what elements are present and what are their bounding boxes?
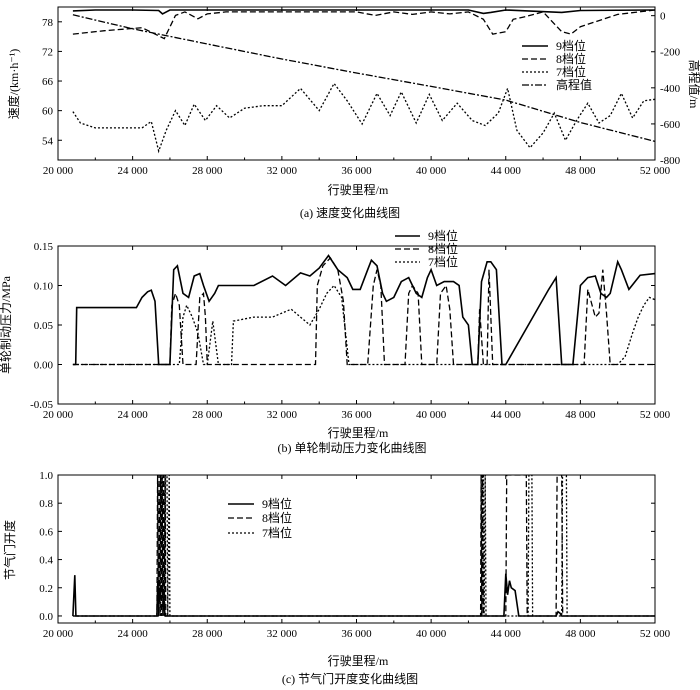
- legend-label-c-2: 7档位: [262, 525, 292, 540]
- x-tick-label-a: 44 000: [491, 165, 522, 177]
- y2-tick-label-a: -400: [660, 83, 681, 95]
- series-line-c-2: [72, 475, 655, 617]
- x-tick-label-a: 20 000: [43, 165, 74, 177]
- x-tick-label-b: 48 000: [565, 409, 596, 421]
- x-tick-label-b: 24 000: [118, 409, 149, 421]
- x-axis-label-a: 行驶里程/m: [328, 182, 389, 197]
- y2-tick-label-a: -600: [660, 119, 681, 131]
- x-tick-label-b: 20 000: [43, 409, 74, 421]
- y-axis-label-c: 节气门开度: [2, 520, 17, 580]
- series-line-c-1: [72, 475, 655, 617]
- x-tick-label-a: 52 000: [640, 165, 671, 177]
- x-tick-label-c: 36 000: [341, 628, 372, 640]
- caption-b: (b) 单轮制动压力变化曲线图: [278, 440, 427, 455]
- x-tick-label-c: 24 000: [118, 628, 149, 640]
- x-tick-label-b: 44 000: [491, 409, 522, 421]
- series-line-a-2: [72, 82, 655, 154]
- y-tick-label-c: 0.2: [39, 583, 53, 595]
- x-tick-label-a: 24 000: [118, 165, 149, 177]
- x-axis-label-c: 行驶里程/m: [328, 653, 389, 668]
- x-tick-label-c: 52 000: [640, 628, 671, 640]
- x-tick-label-b: 36 000: [341, 409, 372, 421]
- x-tick-label-b: 52 000: [640, 409, 671, 421]
- y-tick-label-c: 1.0: [39, 470, 53, 482]
- x-tick-label-c: 44 000: [491, 628, 522, 640]
- series-line-a-0: [72, 9, 655, 15]
- legend-label-b-2: 7档位: [428, 254, 458, 269]
- y-tick-label-a: 60: [42, 106, 54, 118]
- y-axis-label-b: 单轮制动压力/MPa: [0, 275, 13, 374]
- x-tick-label-c: 28 000: [192, 628, 223, 640]
- series-line-b-2: [72, 284, 655, 366]
- y-tick-label-b: 0.05: [34, 320, 54, 332]
- y2-tick-label-a: -800: [660, 155, 681, 167]
- x-tick-label-a: 40 000: [416, 165, 447, 177]
- x-tick-label-a: 48 000: [565, 165, 596, 177]
- y-tick-label-a: 72: [42, 46, 53, 58]
- legend-label-b-0: 9档位: [428, 228, 458, 243]
- x-tick-label-c: 40 000: [416, 628, 447, 640]
- x-tick-label-c: 20 000: [43, 628, 74, 640]
- series-line-b-0: [72, 254, 655, 366]
- x-tick-label-a: 36 000: [341, 165, 372, 177]
- series-line-a-1: [72, 9, 655, 40]
- legend-label-a-2: 7档位: [556, 64, 586, 79]
- y-tick-label-a: 66: [42, 76, 54, 88]
- legend-label-c-1: 8档位: [262, 510, 292, 525]
- legend-label-a-3: 高程值: [556, 77, 592, 92]
- x-tick-label-b: 40 000: [416, 409, 447, 421]
- y-tick-label-b: 0.10: [34, 281, 54, 293]
- y-tick-label-c: 0.4: [39, 555, 53, 567]
- y-tick-label-b: -0.05: [30, 399, 53, 411]
- x-tick-label-b: 32 000: [267, 409, 298, 421]
- y-axis-label-a: 速度/(km·h⁻¹): [6, 49, 21, 120]
- y2-tick-label-a: 0: [660, 11, 666, 23]
- legend-label-b-1: 8档位: [428, 241, 458, 256]
- plot-frame-b: [57, 245, 656, 405]
- y-tick-label-a: 54: [42, 135, 54, 147]
- y-tick-label-c: 0.0: [39, 611, 53, 623]
- y-tick-label-b: 0.15: [34, 241, 54, 253]
- series-line-b-1: [72, 256, 655, 366]
- y2-axis-label-a: 高程值/m: [687, 60, 700, 109]
- legend-label-a-1: 8档位: [556, 51, 586, 66]
- y-tick-label-c: 0.6: [39, 526, 53, 538]
- x-tick-label-a: 28 000: [192, 165, 223, 177]
- plot-frame-c: [57, 474, 656, 624]
- caption-c: (c) 节气门开度变化曲线图: [282, 671, 418, 686]
- y-tick-label-a: 78: [42, 17, 54, 29]
- legend-label-c-0: 9档位: [262, 496, 292, 511]
- series-line-a-3: [72, 14, 655, 143]
- x-tick-label-b: 28 000: [192, 409, 223, 421]
- y2-tick-label-a: -200: [660, 47, 681, 59]
- caption-a: (a) 速度变化曲线图: [300, 205, 400, 220]
- legend-label-a-0: 9档位: [556, 38, 586, 53]
- x-tick-label-c: 32 000: [267, 628, 298, 640]
- y-tick-label-c: 0.8: [39, 498, 53, 510]
- x-tick-label-a: 32 000: [267, 165, 298, 177]
- x-axis-label-b: 行驶里程/m: [328, 425, 389, 440]
- y-tick-label-b: 0.00: [34, 360, 54, 372]
- x-tick-label-c: 48 000: [565, 628, 596, 640]
